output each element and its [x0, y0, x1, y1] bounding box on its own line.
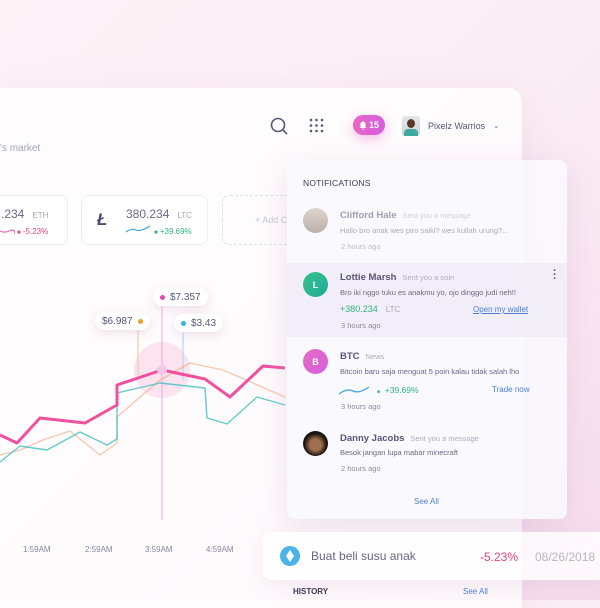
coin-amount: +380.234	[340, 304, 378, 314]
open-wallet-link[interactable]: Open my wallet	[473, 305, 529, 314]
x-tick: 1:59AM	[23, 545, 51, 554]
trade-now-link[interactable]: Trade now	[492, 385, 530, 394]
notification-item[interactable]: Danny Jacobs Sent you a message Besok jan…	[287, 423, 567, 483]
avatar: B	[303, 349, 328, 374]
notification-action: News	[365, 352, 385, 361]
coin-card-ltc[interactable]: Ł 380.234 LTC ■ +39.69%	[81, 195, 208, 245]
notifications-button[interactable]: 15	[353, 115, 385, 135]
search-icon[interactable]	[270, 117, 288, 135]
up-arrow-icon: ■	[154, 230, 158, 236]
sender-name: Clifford Hale	[340, 210, 397, 221]
notification-time: 3 hours ago	[341, 321, 381, 330]
coin-change: +39.69%	[384, 385, 419, 395]
sparkline	[126, 225, 150, 233]
dot-icon	[181, 320, 186, 326]
user-avatar	[402, 116, 420, 136]
ethereum-icon	[280, 546, 300, 566]
transaction-change: -5.23%	[480, 550, 519, 564]
notification-time: 2 hours ago	[341, 242, 381, 251]
sender-name: BTC	[340, 351, 360, 362]
coin-value: .234	[1, 207, 25, 221]
see-all-notifications-link[interactable]: See All	[414, 497, 439, 506]
tooltip-value: $3.43	[191, 317, 217, 329]
transaction-row[interactable]: Buat beli susu anak -5.23% 08/26/2018	[263, 532, 600, 580]
notification-action: Sent you a message	[402, 211, 471, 220]
notification-item[interactable]: B BTC News Bitcoin baru saja menguat 5 po…	[287, 340, 567, 420]
notifications-panel: NOTIFICATIONS Clifford Hale Sent you a me…	[287, 160, 567, 519]
x-tick: 2:59AM	[85, 545, 113, 554]
tooltip-value: $7.357	[170, 291, 201, 303]
cursor-point	[157, 365, 167, 375]
apps-grid-icon[interactable]	[309, 118, 324, 133]
coin-change: -5.23%	[22, 227, 49, 236]
notification-item[interactable]: Clifford Hale Sent you a message Hallo br…	[287, 200, 567, 262]
coin-change: +39.69%	[159, 227, 192, 236]
tooltip-value: $6.987	[102, 315, 133, 327]
notification-action: Sent you a message	[410, 434, 479, 443]
tooltip: $6.987	[95, 312, 150, 330]
user-menu[interactable]: Pixelz Warrios ⌄	[402, 116, 499, 136]
tooltip: $3.43	[174, 314, 224, 332]
sender-name: Lottie Marsh	[340, 272, 397, 283]
notification-message: Bro iki nggo tuku es anakmu yo, ojo ding…	[340, 288, 516, 297]
coin-symbol: LTC	[177, 211, 192, 220]
dot-icon	[160, 294, 165, 300]
more-options-icon[interactable]: · · ·	[553, 265, 557, 285]
x-tick: 3:59AM	[145, 545, 173, 554]
notification-message: Hallo bro anak wes piro saiki? wes kulla…	[340, 226, 509, 235]
transaction-note: Buat beli susu anak	[311, 549, 416, 563]
avatar: L	[303, 272, 328, 297]
avatar	[303, 208, 328, 233]
notification-time: 2 hours ago	[341, 464, 381, 473]
coin-value: 380.234	[126, 207, 170, 221]
litecoin-icon: Ł	[97, 210, 108, 229]
down-arrow-icon: ■	[17, 230, 21, 236]
notification-count: 15	[368, 120, 379, 130]
notification-time: 3 hours ago	[341, 402, 381, 411]
notification-message: Bitcoin baru saja menguat 5 poin kalau t…	[340, 367, 520, 376]
notification-message: Besok jangan lupa mabar minecraft	[340, 448, 458, 457]
x-tick: 4:59AM	[206, 545, 234, 554]
user-name: Pixelz Warrios	[428, 121, 486, 131]
see-all-history-link[interactable]: See All	[463, 587, 488, 596]
sparkline	[339, 386, 369, 395]
price-chart[interactable]	[0, 280, 300, 540]
series-line	[0, 364, 286, 445]
notification-item[interactable]: L Lottie Marsh Sent you a coin Bro iki ng…	[287, 263, 567, 337]
tooltip: $7.357	[153, 288, 208, 306]
avatar	[303, 431, 328, 456]
history-title: HISTORY	[293, 587, 329, 596]
dot-icon	[137, 318, 143, 324]
coin-unit: LTC	[385, 305, 401, 314]
coin-card-eth[interactable]: .234 ETH ■ -5.23%	[0, 195, 68, 245]
transaction-date: 08/26/2018	[535, 550, 596, 564]
sender-name: Danny Jacobs	[340, 433, 405, 444]
series-line	[0, 362, 286, 456]
up-arrow-icon: ■	[377, 389, 381, 395]
sparkline	[0, 229, 15, 235]
chevron-down-icon: ⌄	[493, 123, 500, 130]
coin-symbol: ETH	[32, 211, 49, 220]
notifications-title: NOTIFICATIONS	[303, 178, 371, 188]
page-subtitle: 's market	[0, 143, 41, 154]
bell-icon	[359, 121, 367, 130]
notification-action: Sent you a coin	[402, 273, 455, 282]
